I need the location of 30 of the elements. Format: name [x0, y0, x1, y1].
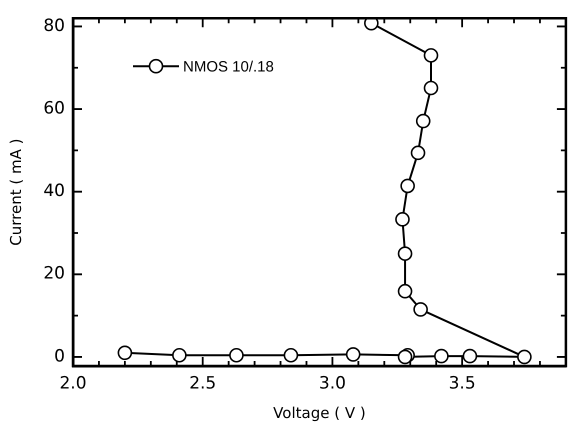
point: [118, 345, 132, 360]
point: [284, 348, 298, 363]
x-tick-label: 3.5: [448, 374, 476, 394]
y-tick-label: 0: [54, 346, 65, 366]
point: [517, 350, 532, 364]
x-tick-label: 3.0: [318, 374, 346, 394]
point: [424, 48, 438, 63]
point: [424, 80, 438, 96]
x-tick-label: 2.5: [189, 374, 216, 394]
point: [400, 178, 415, 194]
legend-label: NMOS 10/.18: [183, 58, 274, 76]
point: [398, 284, 412, 299]
x-tick-label: 2.0: [59, 374, 87, 394]
x-axis-title: Voltage ( V ): [273, 404, 366, 422]
point: [398, 246, 412, 261]
point: [172, 348, 187, 363]
point: [346, 347, 360, 362]
y-tick-label: 40: [43, 181, 65, 202]
point: [434, 348, 449, 364]
point: [364, 18, 379, 30]
y-tick-label: 60: [43, 98, 65, 118]
point: [410, 146, 426, 160]
y-tick-label: 80: [43, 16, 65, 36]
point: [229, 348, 244, 363]
point: [462, 348, 478, 364]
point: [416, 114, 431, 128]
point: [413, 302, 428, 317]
point: [395, 212, 410, 227]
y-axis-title: Current ( mA ): [6, 138, 25, 246]
y-tick-label: 20: [43, 264, 65, 284]
